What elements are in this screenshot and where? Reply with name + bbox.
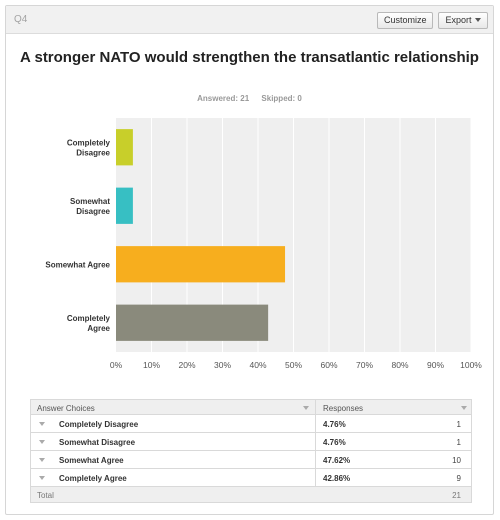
column-divider bbox=[315, 415, 316, 432]
total-label: Total bbox=[37, 491, 54, 500]
expand-row-icon[interactable] bbox=[39, 458, 45, 462]
export-button[interactable]: Export bbox=[438, 12, 488, 29]
table-row[interactable]: Completely Disagree 4.76% 1 bbox=[30, 415, 472, 433]
response-percent: 4.76% bbox=[323, 420, 346, 429]
column-divider bbox=[315, 451, 316, 468]
answer-choices-header: Answer Choices bbox=[37, 404, 95, 413]
column-divider bbox=[315, 433, 316, 450]
answer-label: Completely Agree bbox=[59, 474, 127, 483]
x-tick-label: 30% bbox=[214, 360, 231, 370]
column-divider bbox=[315, 400, 316, 414]
customize-button[interactable]: Customize bbox=[377, 12, 433, 29]
x-tick-label: 40% bbox=[249, 360, 266, 370]
skipped-count: Skipped: 0 bbox=[261, 94, 302, 103]
x-tick-label: 70% bbox=[356, 360, 373, 370]
sort-answer-icon[interactable] bbox=[303, 406, 309, 410]
table-row[interactable]: Somewhat Disagree 4.76% 1 bbox=[30, 433, 472, 451]
x-tick-label: 50% bbox=[285, 360, 302, 370]
chart-title: A stronger NATO would strengthen the tra… bbox=[20, 49, 479, 66]
bar bbox=[116, 304, 269, 341]
y-category-label: Somewhat bbox=[70, 197, 110, 206]
bar-chart: 0% 10% 20% 30% 40% 50% 60% 70% 80% 90% 100% Complet… bbox=[45, 118, 482, 370]
x-tick-label: 90% bbox=[427, 360, 444, 370]
x-tick-label: 80% bbox=[391, 360, 408, 370]
response-percent: 4.76% bbox=[323, 438, 346, 447]
y-category-label: Disagree bbox=[76, 207, 110, 216]
answer-table: Answer Choices Responses Completely Disa… bbox=[30, 399, 472, 503]
answer-label: Somewhat Disagree bbox=[59, 438, 136, 447]
answer-label: Completely Disagree bbox=[59, 420, 139, 429]
x-tick-label: 60% bbox=[320, 360, 337, 370]
y-category-label: Somewhat Agree bbox=[45, 260, 110, 269]
total-row: Total 21 bbox=[30, 487, 472, 503]
sort-responses-icon[interactable] bbox=[461, 406, 467, 410]
bar bbox=[116, 187, 133, 224]
question-number: Q4 bbox=[14, 14, 28, 25]
x-tick-label: 10% bbox=[143, 360, 160, 370]
response-count: 9 bbox=[456, 474, 461, 483]
expand-row-icon[interactable] bbox=[39, 476, 45, 480]
table-row[interactable]: Somewhat Agree 47.62% 10 bbox=[30, 451, 472, 469]
response-percent: 47.62% bbox=[323, 456, 351, 465]
total-count: 21 bbox=[452, 491, 461, 500]
response-count: 1 bbox=[456, 438, 461, 447]
x-tick-label: 0% bbox=[110, 360, 123, 370]
response-count: 10 bbox=[452, 456, 461, 465]
response-stats: Answered: 21 Skipped: 0 bbox=[6, 94, 493, 103]
table-row[interactable]: Completely Agree 42.86% 9 bbox=[30, 469, 472, 487]
response-count: 1 bbox=[456, 420, 461, 429]
table-header: Answer Choices Responses bbox=[30, 399, 472, 415]
bar bbox=[116, 129, 133, 166]
export-label: Export bbox=[445, 15, 472, 25]
y-category-label: Agree bbox=[87, 324, 110, 333]
x-tick-label: 100% bbox=[460, 360, 482, 370]
answered-count: Answered: 21 bbox=[197, 94, 250, 103]
responses-header: Responses bbox=[323, 404, 364, 413]
expand-row-icon[interactable] bbox=[39, 440, 45, 444]
answer-label: Somewhat Agree bbox=[59, 456, 124, 465]
column-divider bbox=[315, 469, 316, 486]
y-category-label: Disagree bbox=[76, 148, 110, 157]
y-category-label: Completely bbox=[67, 314, 111, 323]
y-category-label: Completely bbox=[67, 138, 111, 147]
bar bbox=[116, 246, 286, 283]
panel-header: Q4 Customize Export bbox=[6, 6, 493, 34]
x-tick-label: 20% bbox=[178, 360, 195, 370]
response-percent: 42.86% bbox=[323, 474, 351, 483]
expand-row-icon[interactable] bbox=[39, 422, 45, 426]
question-panel: Q4 Customize Export A stronger NATO woul… bbox=[5, 5, 494, 515]
chevron-down-icon bbox=[474, 18, 481, 22]
